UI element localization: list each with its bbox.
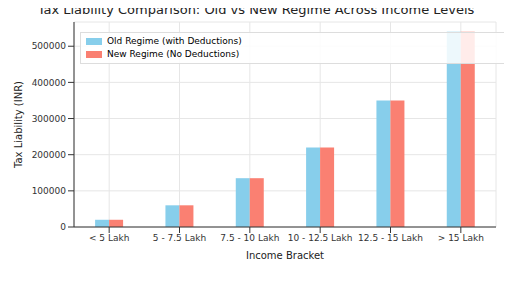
html-text:New Regime (No Deductions): New Regime (No Deductions) (107, 49, 240, 59)
svg-text:100000: 100000 (32, 186, 67, 196)
svg-text:10 - 12.5 Lakh: 10 - 12.5 Lakh (288, 233, 353, 243)
svg-text:7.5 - 10 Lakh: 7.5 - 10 Lakh (220, 233, 279, 243)
svg-text:0: 0 (60, 222, 66, 232)
svg-text:400000: 400000 (32, 78, 67, 88)
svg-text:> 15 Lakh: > 15 Lakh (438, 233, 484, 243)
svg-text:12.5 - 15 Lakh: 12.5 - 15 Lakh (358, 233, 423, 243)
svg-text:Tax Liability (INR): Tax Liability (INR) (13, 81, 24, 169)
svg-text:Income Bracket: Income Bracket (246, 250, 324, 261)
html-text:Tax Liability Comparison: Old: Tax Liability Comparison: Old vs New Reg… (37, 2, 475, 17)
svg-text:5 - 7.5 Lakh: 5 - 7.5 Lakh (153, 233, 206, 243)
svg-text:300000: 300000 (32, 114, 67, 124)
svg-text:200000: 200000 (32, 150, 67, 160)
svg-text:< 5 Lakh: < 5 Lakh (89, 233, 129, 243)
svg-text:500000: 500000 (32, 41, 67, 51)
html-text:Old Regime (with Deductions): Old Regime (with Deductions) (107, 36, 242, 46)
